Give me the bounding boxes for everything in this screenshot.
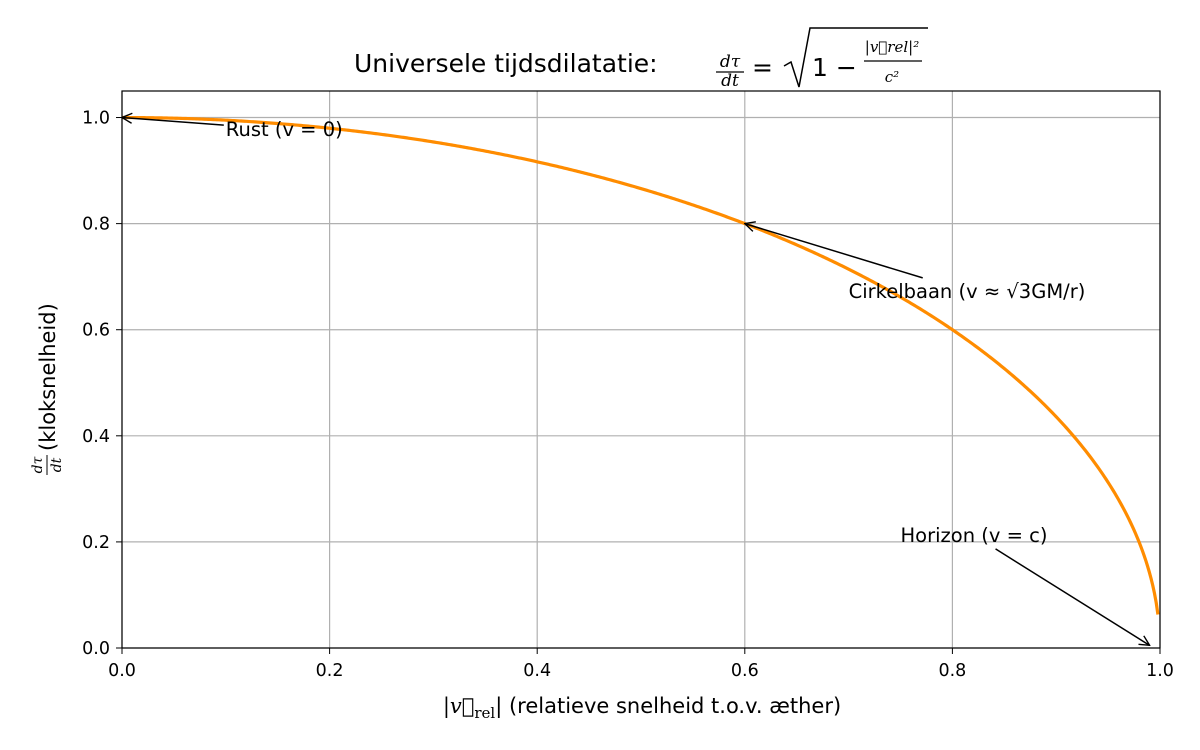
annotation-arrow-1 [745,224,923,279]
annotation-arrow-0 [122,118,224,126]
x-axis-label-math: |v⃗ [443,694,475,719]
x-axis-label-close: | [495,694,502,719]
y-axis-label-denominator: dt [49,457,65,472]
annotation-label-0: Rust (v = 0) [226,118,343,141]
title-frac-denominator: c² [885,68,899,86]
y-tick-label-2: 0.4 [82,427,110,447]
x-tick-label-3: 0.6 [731,661,759,681]
plot-frame [121,90,1161,649]
title-frac-numerator: |v⃗rel|² [865,38,919,56]
title-prefix: Universele tijdsdilatatie: [354,49,658,78]
y-axis-label: dτ dt (kloksnelheid) [30,303,65,475]
y-tick-label-4: 0.8 [82,215,110,235]
series-line-0 [122,115,1160,615]
y-axis-label-text: (kloksnelheid) [36,303,60,451]
series-layer [122,115,1160,615]
ticks: 0.0 0.2 0.4 0.6 0.8 1.0 0.0 0.2 0.4 0.6 0.8 1.0 [82,109,1174,681]
y-tick-label-3: 0.6 [82,321,110,341]
y-tick-label-5: 1.0 [82,109,110,129]
annotation-arrow-2 [995,548,1150,645]
annotations: Rust (v = 0) Cirkelbaan (v ≈ √3GM/r) Horiz… [122,118,1150,646]
x-tick-label-5: 1.0 [1146,661,1174,681]
x-axis-label: |v⃗rel| (relatieve snelheid t.o.v. æther… [443,694,841,722]
x-tick-label-4: 0.8 [938,661,966,681]
y-axis-label-numerator: dτ [30,456,46,473]
x-axis-label-subscript: rel [474,704,495,722]
x-tick-label-0: 0.0 [108,661,136,681]
title-lhs-denominator: dt [721,71,739,91]
title-lhs-numerator: dτ [720,52,741,72]
svg-text:|v⃗rel| (relatieve snelheid t.: |v⃗rel| (relatieve snelheid t.o.v. æther… [443,694,841,722]
annotation-label-1: Cirkelbaan (v ≈ √3GM/r) [849,280,1086,303]
y-tick-label-1: 0.2 [82,533,110,553]
title-one-minus: 1 − [812,53,857,82]
chart-title: Universele tijdsdilatatie: dτ dt = 1 − |… [354,27,928,91]
y-tick-label-0: 0.0 [82,639,110,659]
title-equals: = [752,53,773,82]
x-tick-label-2: 0.4 [523,661,551,681]
x-tick-label-1: 0.2 [316,661,344,681]
annotation-label-2: Horizon (v = c) [901,524,1048,547]
x-axis-label-text: (relatieve snelheid t.o.v. æther) [502,694,841,718]
title-sqrt-sign [783,27,928,88]
